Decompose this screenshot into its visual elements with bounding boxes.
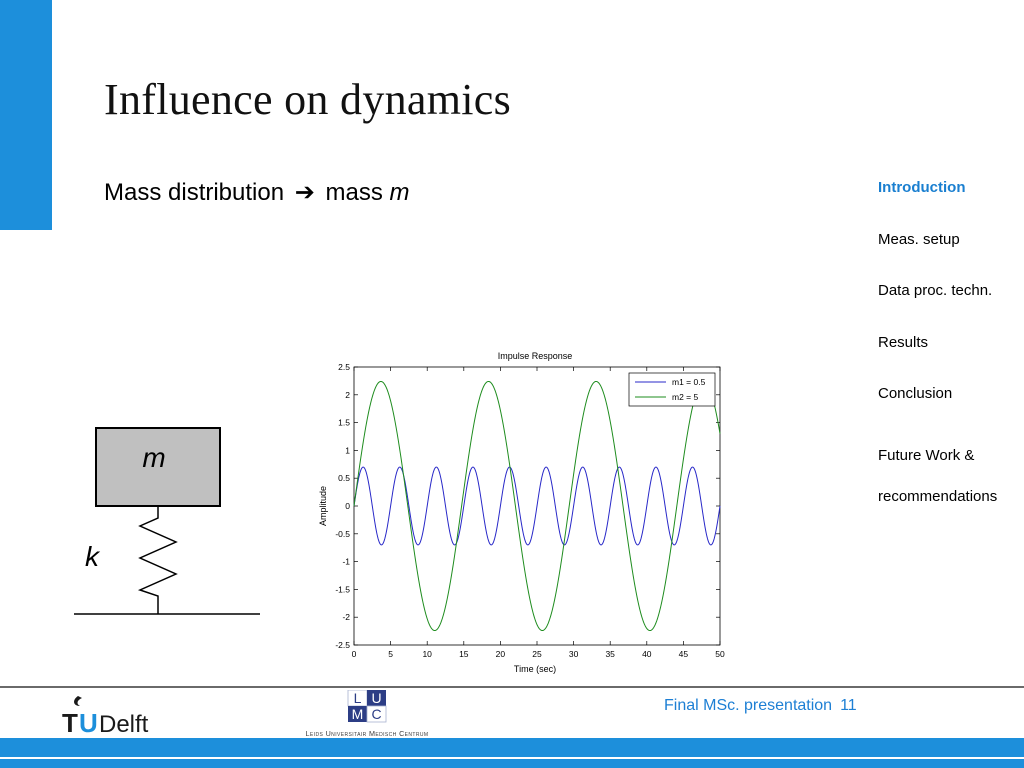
slide-title: Influence on dynamics [104,75,512,124]
y-tick-label: -0.5 [335,529,350,539]
y-tick-label: 0.5 [338,473,350,483]
mass-block [95,427,221,507]
nav-item-data-proc[interactable]: Data proc. techn. [878,282,993,299]
spring [137,506,178,614]
arrow-icon: ➔ [294,179,315,206]
slide-subtitle: Mass distribution ➔ mass m [104,178,410,207]
legend-label-m2: m2 = 5 [672,392,698,402]
subtitle-variable: m [389,179,410,206]
nav-item-introduction[interactable]: Introduction [878,179,966,196]
y-tick-label: 0 [345,501,350,511]
y-tick-label: 2 [345,390,350,400]
footer-divider [0,686,1024,688]
y-tick-label: 1.5 [338,418,350,428]
lumc-l: L [354,690,362,706]
nav-item-meas-setup[interactable]: Meas. setup [878,230,960,248]
nav-item-future-work-line1: Future Work & [878,446,975,464]
x-tick-label: 20 [496,649,506,659]
footer-label: Final MSc. presentation 11 [664,697,857,715]
x-tick-label: 15 [459,649,469,659]
y-axis-label: Amplitude [318,486,328,526]
x-tick-label: 5 [388,649,393,659]
series-line-1 [353,466,721,546]
tu-delft-logo: T U Delft [62,696,149,736]
y-tick-label: -1 [342,557,350,567]
lumc-logo: L U M C Leids Universitair Medisch Centr… [306,690,429,738]
presentation-name: Final MSc. presentation [664,697,833,714]
series-line-2 [353,380,721,632]
y-tick-label: -2 [342,612,350,622]
subtitle-mass: mass [325,179,383,206]
y-tick-label: -1.5 [335,584,350,594]
nav-item-future-work[interactable]: Future Work & recommendations [878,435,1024,517]
accent-bar [0,0,52,230]
lumc-name: Leids Universitair Medisch Centrum [306,729,429,738]
mass-label: m [142,442,165,473]
x-tick-label: 40 [642,649,652,659]
bottom-band [0,738,1024,768]
tu-delft-flame-icon [74,696,82,706]
tud-u: U [79,708,98,736]
lumc-m: M [352,706,364,722]
y-tick-label: 2.5 [338,362,350,372]
x-tick-label: 45 [679,649,689,659]
chart-svg: Impulse Response 2.5 2 1.5 1 0.5 0 -0.5 -1 -1.5 -… [318,351,725,674]
tud-t: T [62,708,78,736]
x-tick-label: 35 [605,649,615,659]
y-tick-label: -2.5 [335,640,350,650]
chart-legend: m1 = 0.5 m2 = 5 [628,372,716,407]
page-number: 11 [840,697,857,714]
x-tick-label: 30 [569,649,579,659]
nav-item-future-work-line2: recommendations [878,487,998,505]
subtitle-text: Mass distribution [104,179,285,206]
spring-label: k [85,541,101,572]
nav-item-results[interactable]: Results [878,333,929,351]
mass-spring-diagram: m k [74,427,260,615]
y-tick-label: 1 [345,445,350,455]
x-tick-label: 25 [532,649,542,659]
section-nav: Introduction Meas. setup Data proc. tech… [878,177,1024,517]
x-tick-label: 0 [352,649,357,659]
lumc-u: U [371,690,381,706]
impulse-response-chart: Impulse Response 2.5 2 1.5 1 0.5 0 -0.5 -1 -1.5 -… [300,345,740,685]
bottom-stripe [0,757,1024,759]
tud-delft: Delft [99,711,149,736]
x-tick-label: 50 [715,649,725,659]
lumc-c: C [371,706,381,722]
legend-label-m1: m1 = 0.5 [672,377,706,387]
nav-item-conclusion[interactable]: Conclusion [878,385,953,402]
x-tick-label: 10 [422,649,432,659]
legend-box [628,372,716,407]
chart-title: Impulse Response [498,351,573,361]
x-axis-label: Time (sec) [514,664,556,674]
